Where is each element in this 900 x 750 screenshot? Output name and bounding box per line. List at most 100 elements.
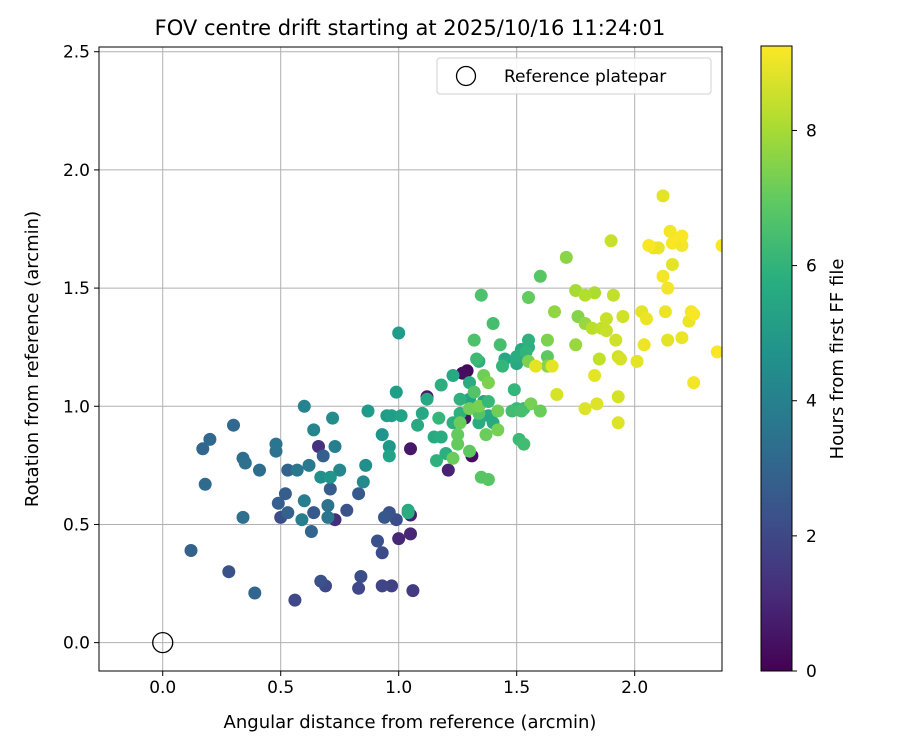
data-point (278, 487, 292, 501)
data-point (378, 510, 391, 524)
data-point (323, 482, 337, 496)
data-point (467, 333, 481, 347)
data-point (354, 570, 368, 583)
data-point (585, 321, 599, 335)
data-point (382, 440, 396, 453)
data-point (323, 470, 337, 484)
data-point (328, 440, 342, 453)
data-point (238, 456, 252, 470)
data-point (288, 593, 302, 607)
y-axis-label: Rotation from reference (arcmin) (22, 211, 43, 507)
data-point (248, 586, 262, 600)
reference-platepar-marker (152, 631, 174, 654)
data-point (352, 487, 366, 501)
data-point (356, 475, 370, 489)
data-point (227, 418, 240, 432)
data-point (453, 392, 467, 406)
data-point (401, 506, 415, 520)
data-point (389, 385, 403, 399)
data-point (352, 581, 366, 595)
colorbar-label: Hours from first FF file (827, 259, 848, 460)
data-point (514, 404, 528, 418)
data-point (529, 359, 543, 373)
data-point (222, 565, 236, 579)
data-point (446, 369, 460, 382)
data-point (302, 458, 316, 472)
y-tick-label: 0.5 (63, 515, 90, 535)
x-tick-label: 0.5 (267, 678, 294, 698)
data-point (314, 574, 328, 588)
data-point (550, 388, 564, 401)
data-point (578, 288, 592, 302)
point-group (184, 189, 722, 607)
data-point (658, 305, 672, 319)
data-point (430, 454, 443, 468)
data-point (420, 392, 434, 406)
y-tick-label: 1.5 (63, 279, 90, 299)
data-point (569, 338, 583, 352)
data-point (599, 312, 613, 326)
data-point (505, 404, 519, 418)
x-axis-ticks: 0.0 0.5 1.0 1.5 2.0 (149, 671, 648, 698)
chart-title: FOV centre drift starting at 2025/10/16 … (155, 16, 666, 40)
data-point (321, 499, 335, 512)
data-point (481, 395, 495, 408)
data-point (297, 494, 311, 508)
data-point (675, 239, 689, 252)
data-point (415, 406, 429, 420)
data-point (687, 376, 701, 390)
data-point (545, 359, 559, 373)
data-point (281, 463, 295, 477)
data-point (406, 584, 420, 598)
y-tick-label: 1.0 (63, 397, 90, 417)
data-point (236, 510, 250, 524)
data-point (203, 432, 217, 446)
y-tick-label: 2.5 (63, 43, 90, 63)
data-point (533, 404, 547, 418)
data-point (333, 463, 347, 477)
data-point (533, 269, 547, 283)
data-point (616, 310, 630, 323)
data-point (470, 352, 484, 366)
y-axis-ticks: 0.0 0.5 1.0 1.5 2.0 2.5 (63, 43, 99, 654)
data-point (371, 534, 384, 548)
data-point (361, 404, 375, 418)
data-point (359, 458, 373, 472)
data-point (463, 444, 476, 458)
data-point (446, 451, 460, 465)
data-point (665, 258, 679, 271)
data-point (375, 546, 389, 560)
data-point (486, 317, 500, 330)
data-point (606, 288, 620, 302)
data-point (304, 525, 318, 538)
data-point (307, 423, 321, 437)
data-point (375, 579, 389, 593)
data-point (507, 383, 521, 397)
legend: Reference platepar (436, 57, 712, 95)
legend-marker-open-circle (455, 65, 477, 87)
data-point (472, 416, 486, 430)
data-point (663, 224, 677, 238)
data-point (269, 437, 283, 451)
data-point (479, 428, 493, 442)
data-point (609, 333, 623, 347)
data-point (474, 288, 488, 302)
data-point (548, 305, 561, 319)
data-point (196, 442, 210, 456)
data-point (340, 503, 354, 517)
data-point (715, 239, 722, 252)
data-point (321, 510, 335, 524)
data-point (559, 250, 573, 264)
data-point (637, 338, 651, 352)
data-point (404, 527, 417, 541)
data-point (588, 369, 602, 382)
colorbar-tick-label: 4 (806, 392, 817, 412)
colorbar-tick-label: 8 (806, 121, 817, 141)
colorbar-tick-label: 2 (806, 527, 817, 547)
data-point (271, 496, 285, 510)
data-point (522, 333, 535, 347)
x-axis-label: Angular distance from reference (arcmin) (224, 712, 597, 733)
data-point (453, 416, 467, 430)
x-tick-label: 0.0 (149, 678, 176, 698)
data-point (675, 331, 689, 345)
